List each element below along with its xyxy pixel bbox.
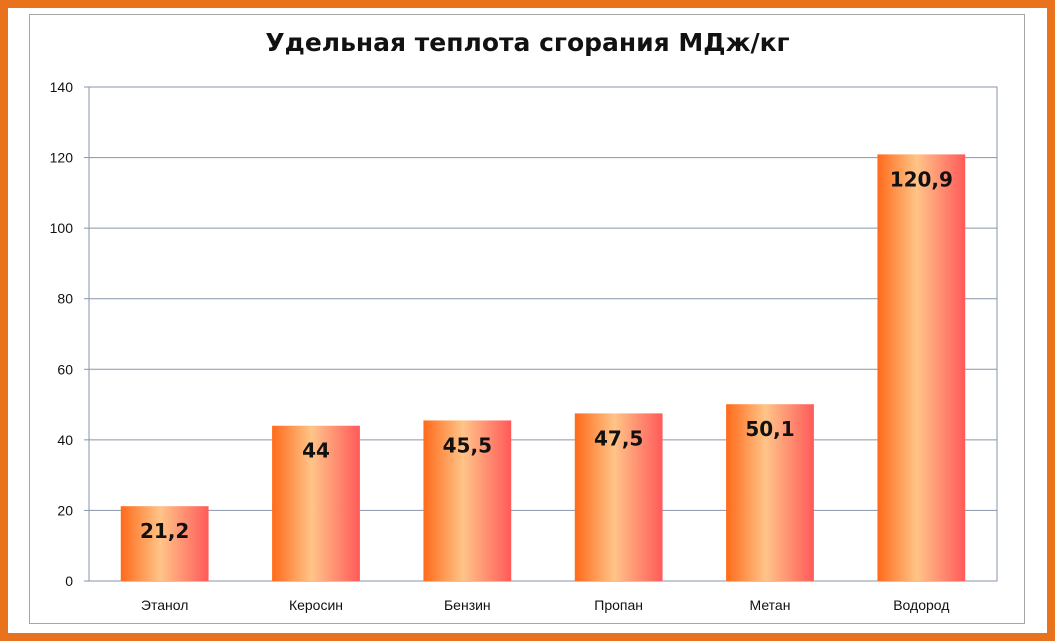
- plot-area: [88, 86, 998, 582]
- y-tick-label: 140: [50, 79, 74, 95]
- x-category-label: Водород: [893, 597, 949, 613]
- chart-title: Удельная теплота сгорания МДж/кг: [265, 28, 790, 57]
- y-tick-label: 40: [57, 432, 73, 448]
- x-axis-categories: Этанол Керосин Бензин Пропан Метан Водород: [141, 597, 950, 613]
- gridlines: [89, 157, 997, 511]
- bar-value-label: 50,1: [745, 417, 794, 441]
- y-tick-label: 120: [50, 150, 74, 166]
- bar: [726, 404, 814, 581]
- bar: [574, 413, 663, 581]
- bar-value-label: 44: [302, 439, 330, 463]
- bar-value-label: 120,9: [890, 167, 953, 191]
- bars: 21,2 44 45,5 47,5 50,1 120,9: [120, 154, 966, 581]
- bar: [423, 420, 512, 581]
- bar-value-label: 21,2: [140, 519, 189, 543]
- y-tick-label: 80: [57, 291, 73, 307]
- bar: [877, 154, 966, 581]
- x-category-label: Этанол: [141, 597, 188, 613]
- y-axis-ticks: 0 20 40 60 80 100 120 140: [50, 79, 89, 589]
- bar: [272, 425, 360, 581]
- y-tick-label: 20: [57, 502, 73, 518]
- bar-value-label: 45,5: [443, 433, 492, 457]
- bar: [120, 506, 209, 581]
- x-category-label: Бензин: [444, 597, 491, 613]
- x-category-label: Пропан: [594, 597, 643, 613]
- y-tick-label: 0: [65, 573, 73, 589]
- bar-value-label: 47,5: [594, 426, 643, 450]
- y-tick-label: 60: [57, 361, 73, 377]
- x-category-label: Метан: [750, 597, 791, 613]
- x-category-label: Керосин: [289, 597, 343, 613]
- y-tick-label: 100: [50, 220, 74, 236]
